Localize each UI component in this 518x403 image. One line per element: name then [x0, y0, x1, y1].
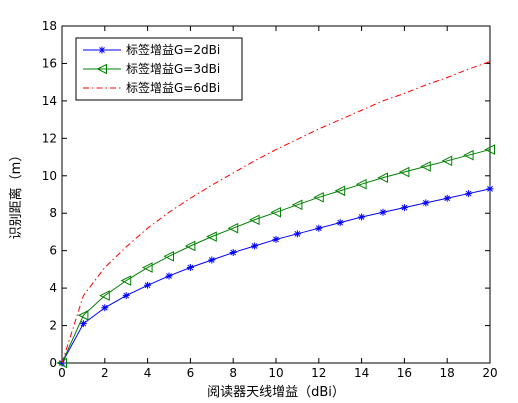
series-3: [61, 61, 491, 364]
series-layer: [56, 61, 495, 369]
data-point: [315, 224, 323, 232]
series-2: [56, 144, 495, 369]
legend-label: 标签增益G=2dBi: [126, 42, 220, 57]
y-tick-label: 6: [49, 244, 57, 258]
x-tick-label: 18: [440, 366, 455, 380]
y-tick-label: 4: [49, 281, 57, 295]
data-point: [291, 199, 303, 211]
data-point: [77, 309, 89, 321]
data-point: [379, 208, 387, 216]
data-point: [486, 185, 494, 193]
data-point: [443, 194, 451, 202]
x-tick-label: 10: [268, 366, 283, 380]
y-tick-label: 0: [49, 356, 57, 370]
x-tick-label: 2: [101, 366, 109, 380]
data-point: [186, 264, 194, 272]
data-point: [484, 144, 495, 155]
data-point: [398, 166, 410, 178]
data-point: [336, 219, 344, 227]
legend: 标签增益G=2dBi 标签增益G=3dBi 标签增益G=6dBi: [75, 37, 243, 101]
data-point: [208, 256, 216, 264]
data-point: [377, 172, 388, 183]
x-tick-label: 16: [397, 366, 412, 380]
y-tick-label: 2: [49, 319, 57, 333]
axis-ticks: [61, 25, 491, 364]
data-point: [293, 230, 301, 238]
data-point: [122, 292, 130, 300]
data-point: [227, 222, 239, 234]
data-point: [422, 199, 430, 207]
data-point: [96, 63, 107, 75]
y-tick-label: 18: [42, 19, 57, 33]
data-point: [441, 155, 453, 167]
data-point: [420, 161, 431, 172]
data-point: [79, 320, 87, 328]
data-point: [334, 185, 346, 197]
y-tick-label: 16: [42, 56, 57, 70]
data-point: [313, 191, 324, 203]
data-point: [99, 290, 110, 301]
y-tick-label: 8: [49, 206, 57, 220]
y-tick-label: 12: [42, 131, 57, 145]
data-point: [56, 357, 67, 369]
data-point: [229, 249, 237, 257]
data-point: [272, 235, 280, 243]
series-line: [61, 149, 491, 364]
data-point: [144, 281, 152, 289]
data-point: [98, 46, 106, 54]
x-tick-label: 8: [229, 366, 237, 380]
data-point: [270, 206, 281, 218]
data-point: [101, 304, 109, 312]
legend-item: 标签增益G=2dBi: [83, 42, 220, 57]
x-axis-label: 阅读器天线增益（dBi）: [207, 385, 345, 400]
data-point: [163, 250, 174, 262]
series-line: [61, 61, 491, 364]
x-tick-label: 0: [58, 366, 66, 380]
data-point: [465, 190, 473, 198]
legend-label: 标签增益G=6dBi: [126, 80, 220, 95]
data-point: [248, 214, 260, 226]
data-point: [141, 262, 153, 273]
y-axis-label: 识别距离（m）: [8, 149, 24, 240]
legend-item: 标签增益G=3dBi: [83, 61, 220, 76]
y-tick-label: 10: [42, 169, 57, 183]
tick-labels: 0 2 4 6 8 10 12 14 16 18 20 0 2 4 6 8 10 12 14 16 18: [42, 19, 498, 380]
data-point: [355, 178, 367, 190]
data-point: [251, 242, 259, 250]
data-point: [184, 240, 196, 252]
data-point: [206, 231, 217, 242]
data-point: [165, 272, 173, 280]
x-tick-label: 20: [482, 366, 497, 380]
x-tick-label: 12: [311, 366, 326, 380]
y-tick-label: 14: [42, 94, 57, 108]
data-point: [358, 213, 366, 221]
x-tick-label: 14: [354, 366, 369, 380]
data-point: [462, 149, 474, 161]
data-point: [120, 275, 132, 286]
data-point: [400, 204, 408, 212]
legend-label: 标签增益G=3dBi: [126, 61, 220, 76]
x-tick-label: 4: [144, 366, 152, 380]
x-tick-label: 6: [187, 366, 195, 380]
legend-item: 标签增益G=6dBi: [83, 80, 220, 95]
